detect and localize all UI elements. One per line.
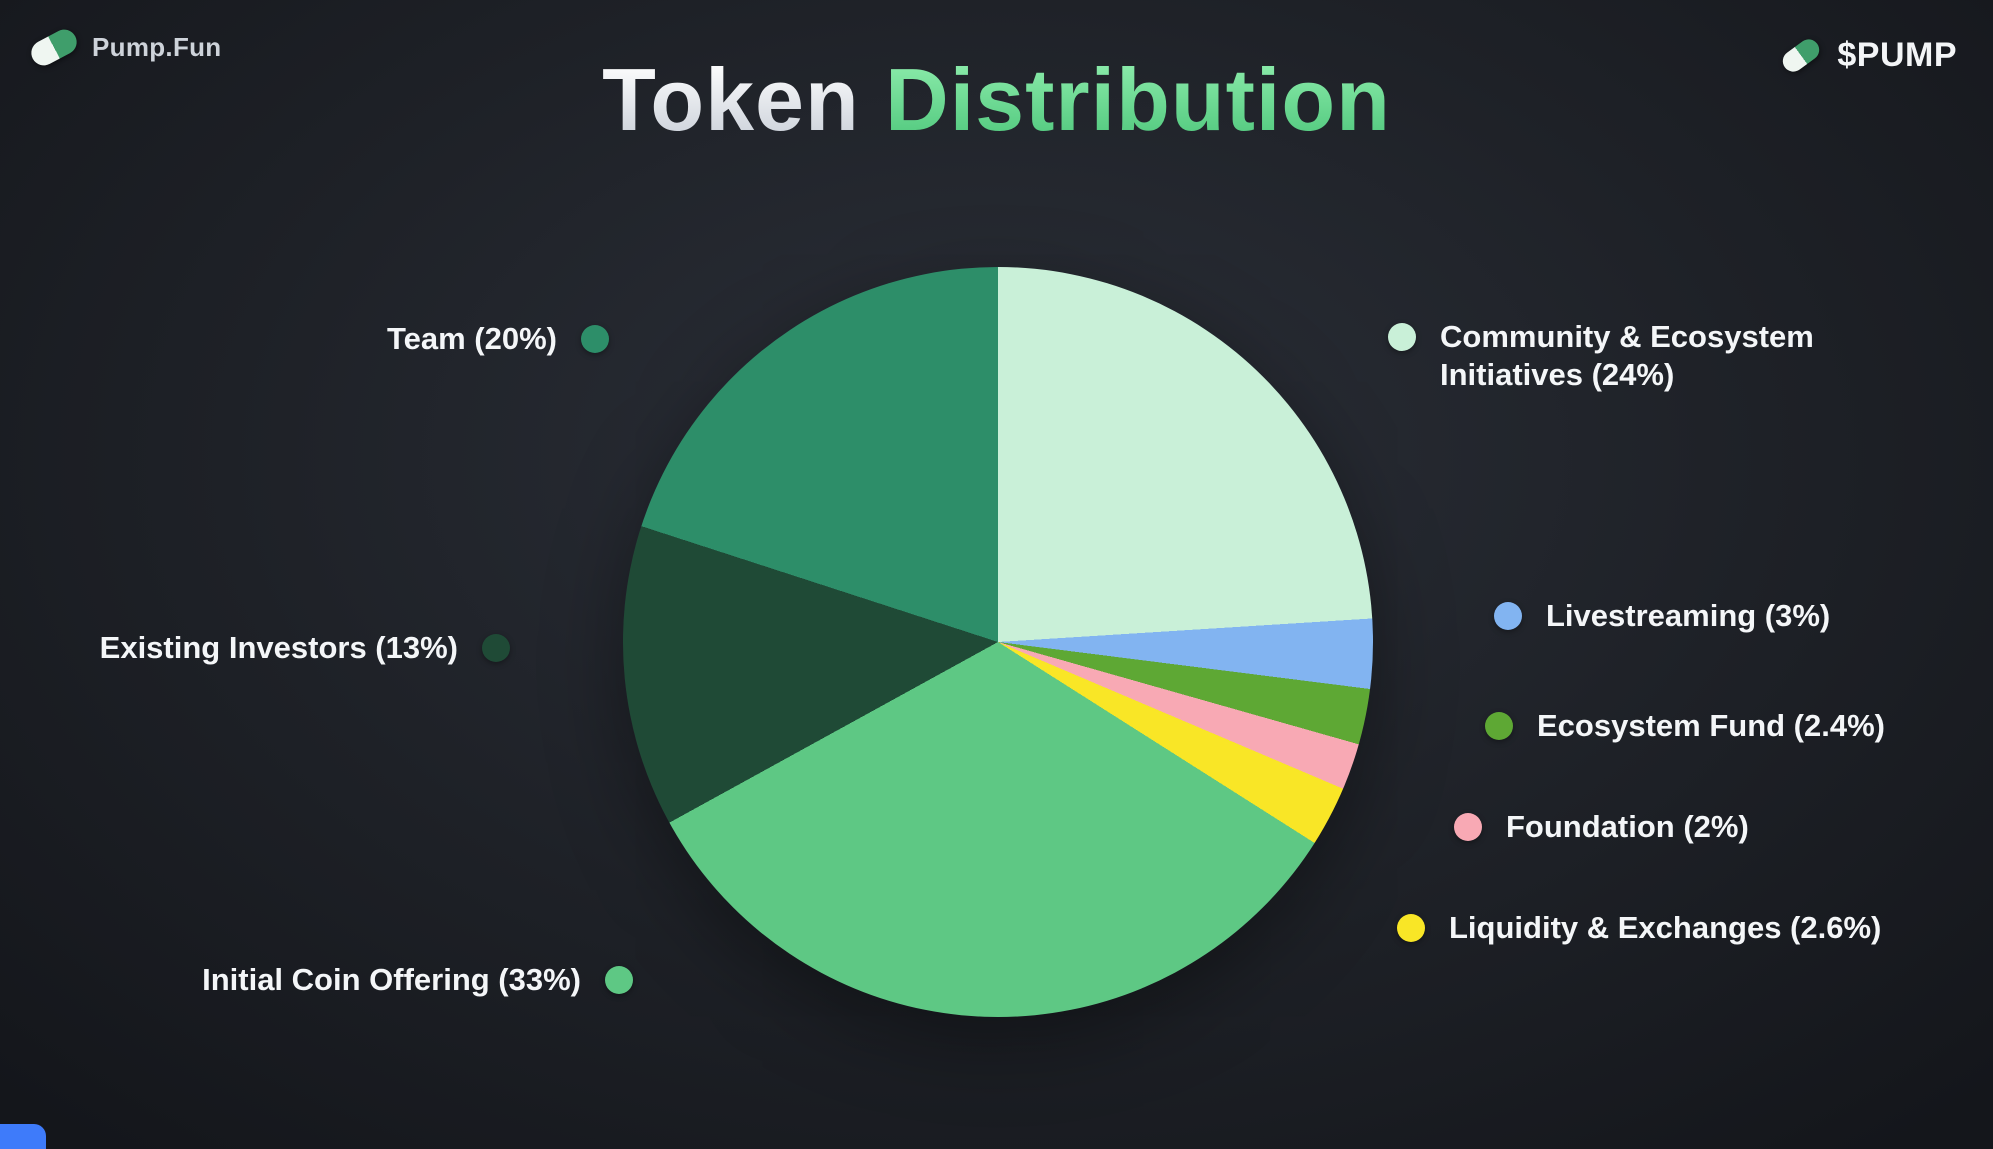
legend-item-existing-investors: Existing Investors (13%)	[100, 629, 510, 667]
legend-dot-liquidity-exchanges	[1397, 914, 1425, 942]
ticker: $PUMP	[1779, 35, 1957, 76]
legend-item-community-ecosystem: Community & Ecosystem Initiatives (24%)	[1388, 318, 1910, 394]
legend-item-ecosystem-fund: Ecosystem Fund (2.4%)	[1485, 707, 1885, 745]
legend-item-initial-coin-offering: Initial Coin Offering (33%)	[202, 961, 633, 999]
legend-label-initial-coin-offering: Initial Coin Offering (33%)	[202, 962, 581, 997]
pie-chart	[623, 267, 1373, 1017]
legend-dot-existing-investors	[482, 634, 510, 662]
legend-label-community-ecosystem: Community & Ecosystem Initiatives (24%)	[1440, 319, 1814, 392]
legend-item-liquidity-exchanges: Liquidity & Exchanges (2.6%)	[1397, 909, 1881, 947]
legend-label-foundation: Foundation (2%)	[1506, 809, 1749, 844]
legend-label-liquidity-exchanges: Liquidity & Exchanges (2.6%)	[1449, 910, 1882, 945]
brand: Pump.Fun	[26, 25, 222, 70]
legend-dot-team	[581, 325, 609, 353]
legend-dot-foundation	[1454, 813, 1482, 841]
bottom-left-blue-accent	[0, 1124, 46, 1149]
page-title-word-distribution: Distribution	[885, 50, 1391, 149]
legend-label-team: Team (20%)	[387, 321, 557, 356]
legend-dot-initial-coin-offering	[605, 966, 633, 994]
legend-label-existing-investors: Existing Investors (13%)	[99, 630, 458, 665]
legend-label-ecosystem-fund: Ecosystem Fund (2.4%)	[1537, 708, 1885, 743]
legend-dot-community-ecosystem	[1388, 323, 1416, 351]
legend-label-livestreaming: Livestreaming (3%)	[1546, 598, 1831, 633]
page-title-word-token: Token	[602, 50, 860, 149]
legend-item-foundation: Foundation (2%)	[1454, 808, 1749, 846]
legend-dot-livestreaming	[1494, 602, 1522, 630]
page-title: Token Distribution	[0, 53, 1993, 146]
legend-item-livestreaming: Livestreaming (3%)	[1494, 597, 1830, 635]
brand-name: Pump.Fun	[92, 32, 222, 62]
legend-dot-ecosystem-fund	[1485, 712, 1513, 740]
ticker-label: $PUMP	[1837, 36, 1957, 74]
legend-item-team: Team (20%)	[387, 320, 609, 358]
